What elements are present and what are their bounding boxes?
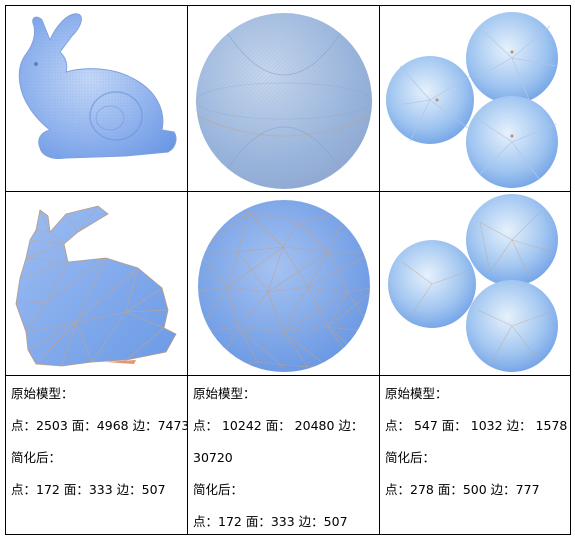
table-border-top bbox=[5, 5, 571, 6]
table-border-bottom bbox=[5, 534, 571, 535]
table-divider-col2 bbox=[379, 5, 380, 535]
simplified-bunny-cell bbox=[6, 192, 187, 375]
simplified-heading: 简化后： bbox=[11, 450, 62, 465]
simplified-stats: 点：172 面：333 边：507 bbox=[193, 514, 348, 529]
simplified-sphere-mesh-image bbox=[198, 200, 370, 372]
original-stats: 点：2503 面：4968 边：7473 bbox=[11, 418, 187, 433]
original-triple-sphere-cell bbox=[380, 6, 570, 191]
bunny-mesh-image bbox=[18, 13, 177, 159]
original-stats: 点： 547 面： 1032 边： 1578 bbox=[385, 418, 568, 433]
table-border-right bbox=[570, 5, 571, 535]
triple-sphere-mesh-image bbox=[386, 12, 558, 188]
table-divider-row2 bbox=[5, 375, 571, 376]
simplified-sphere-cell bbox=[188, 192, 379, 375]
original-bunny-cell bbox=[6, 6, 187, 191]
simplified-heading: 简化后： bbox=[193, 482, 244, 497]
table-divider-col1 bbox=[187, 5, 188, 535]
original-heading: 原始模型： bbox=[385, 386, 448, 401]
simplified-triple-sphere-mesh-image bbox=[388, 194, 558, 372]
table-border-left bbox=[5, 5, 6, 535]
triple-sphere-stats-cell: 原始模型： 点： 547 面： 1032 边： 1578 简化后： 点：278 … bbox=[380, 376, 570, 534]
sphere-mesh-image bbox=[195, 13, 373, 189]
simplified-bunny-mesh-image bbox=[15, 205, 177, 367]
original-heading: 原始模型： bbox=[193, 386, 256, 401]
bunny-stats-cell: 原始模型： 点：2503 面：4968 边：7473 简化后： 点：172 面：… bbox=[6, 376, 187, 534]
original-stats-line2: 30720 bbox=[193, 450, 233, 465]
sphere-stats-cell: 原始模型： 点： 10242 面： 20480 边： 30720 简化后： 点：… bbox=[188, 376, 379, 534]
table-divider-row1 bbox=[5, 191, 571, 192]
simplified-stats: 点：172 面：333 边：507 bbox=[11, 482, 166, 497]
original-stats-line1: 点： 10242 面： 20480 边： bbox=[193, 418, 364, 433]
simplified-stats: 点：278 面：500 边：777 bbox=[385, 482, 540, 497]
simplified-heading: 简化后： bbox=[385, 450, 436, 465]
original-heading: 原始模型： bbox=[11, 386, 74, 401]
original-sphere-cell bbox=[188, 6, 379, 191]
simplified-triple-sphere-cell bbox=[380, 192, 570, 375]
